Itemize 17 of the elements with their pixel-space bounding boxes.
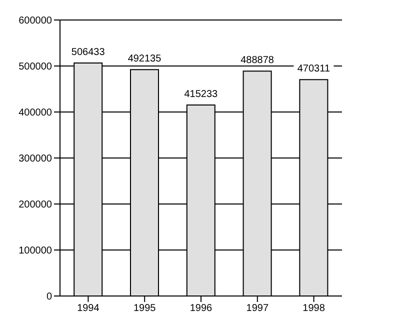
x-tick-label: 1998 [302, 303, 326, 314]
y-tick-label: 300000 [18, 154, 52, 165]
y-tick-label: 400000 [18, 108, 52, 119]
data-label: 506433 [71, 47, 106, 58]
y-tick-label: 0 [46, 292, 52, 303]
x-tick-label: 1996 [190, 303, 213, 314]
y-tick-label: 100000 [18, 246, 52, 257]
data-label: 492135 [128, 54, 162, 65]
y-tick-label: 200000 [18, 200, 52, 211]
y-tick-label: 600000 [18, 16, 52, 27]
data-label: 415233 [184, 88, 218, 100]
x-tick-label: 1994 [77, 303, 100, 314]
data-label: 470311 [297, 64, 330, 75]
x-tick-label: 1997 [246, 303, 269, 314]
data-label: 488878 [240, 55, 274, 66]
y-tick-label: 500000 [18, 62, 52, 73]
x-tick-label: 1995 [133, 303, 156, 314]
